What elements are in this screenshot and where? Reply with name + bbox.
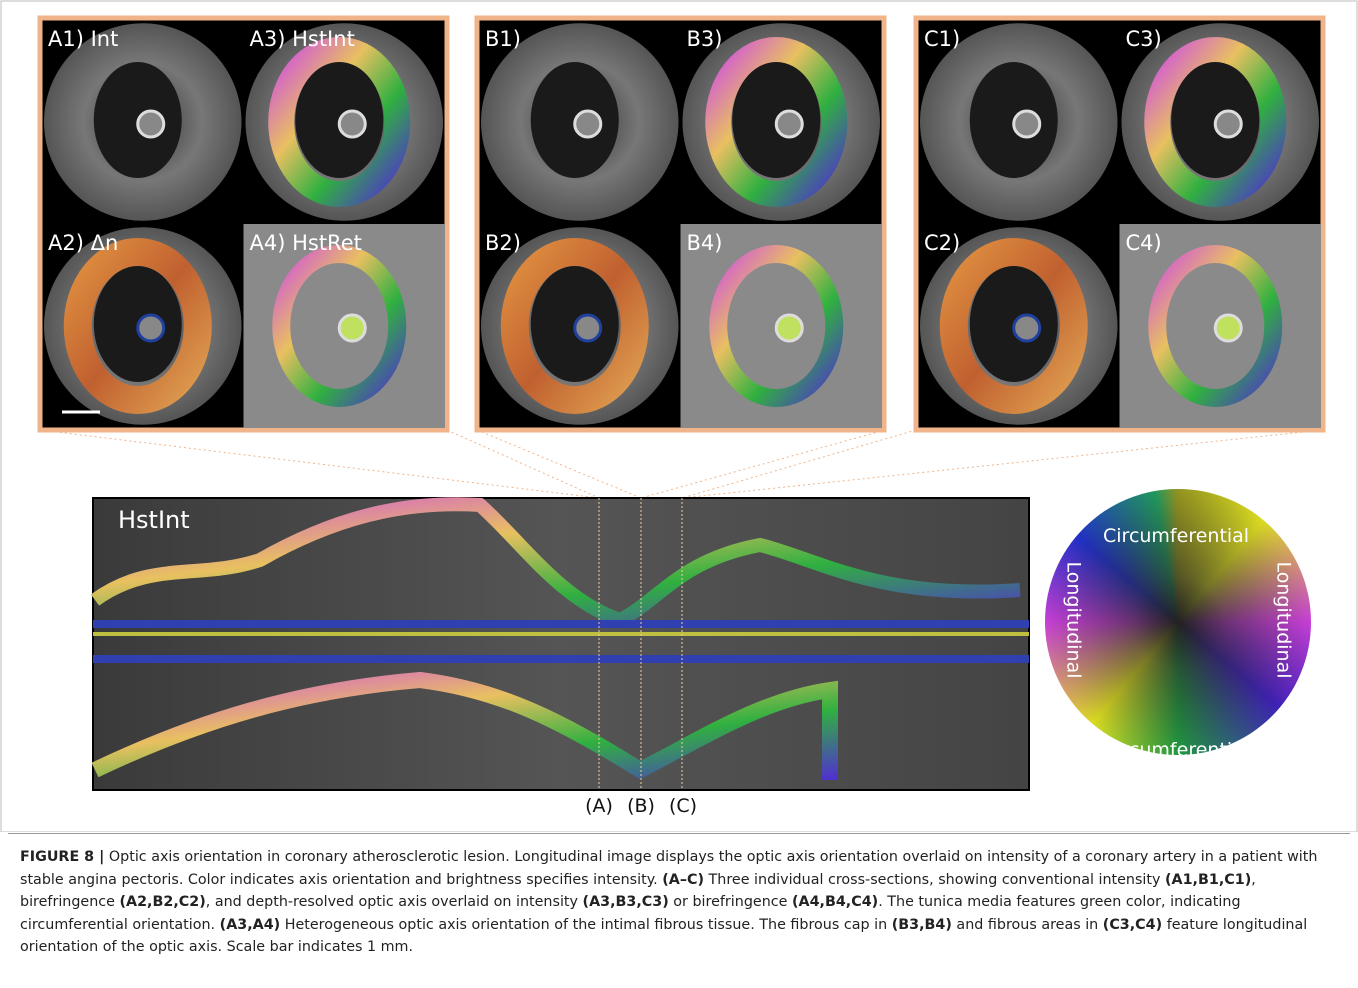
connector (447, 430, 599, 498)
longitudinal-label: HstInt (118, 506, 190, 534)
connector (682, 430, 916, 498)
caption-segment: (A3,B3,C3) (583, 894, 669, 910)
cross-section: C4) (1120, 224, 1322, 428)
connector (641, 430, 885, 498)
panel-label: A3) HstInt (250, 27, 355, 51)
catheter (575, 315, 601, 341)
catheter (1014, 315, 1040, 341)
wheel-label: Circumferential (1103, 739, 1249, 761)
cross-section: C1) (920, 23, 1118, 221)
separator (8, 833, 1350, 834)
cross-section: A1) Int (44, 23, 242, 221)
cross-section: A2) Δn (44, 227, 242, 425)
caption-segment: Heterogeneous optic axis orientation of … (280, 917, 892, 933)
marker-label: (A) (585, 795, 613, 817)
caption-segment: (A–C) (662, 872, 704, 888)
connector (40, 430, 599, 498)
panel-label: A4) HstRet (250, 231, 362, 255)
marker-label: (C) (669, 795, 697, 817)
cross-section: C2) (920, 227, 1118, 425)
caption-segment: , and depth-resolved optic axis overlaid… (206, 894, 583, 910)
catheter (1014, 111, 1040, 137)
caption: FIGURE 8 | Optic axis orientation in cor… (20, 846, 1340, 959)
marker-label: (B) (627, 795, 655, 817)
panel-label: B4) (687, 231, 723, 255)
cross-section: A4) HstRet (244, 224, 446, 428)
wheel-label: Longitudinal (1063, 561, 1085, 678)
panel-label: A1) Int (48, 27, 118, 51)
cross-section: B4) (681, 224, 883, 428)
catheter (575, 111, 601, 137)
caption-segment: (C3,C4) (1103, 917, 1162, 933)
caption-segment: (B3,B4) (892, 917, 952, 933)
wheel-label: Longitudinal (1273, 561, 1295, 678)
color-wheel: Circumferential Circumferential Longitud… (1045, 489, 1311, 755)
panel-label: B3) (687, 27, 723, 51)
caption-segment: (A3,A4) (220, 917, 281, 933)
catheter (776, 315, 802, 341)
caption-segment: FIGURE 8 | (20, 849, 104, 865)
page: A1) Int A3) HstInt A2) Δn A4) HstRet B1) B3) B… (0, 0, 1358, 988)
panel-label: B1) (485, 27, 521, 51)
caption-segment: (A1,B1,C1) (1165, 872, 1251, 888)
catheter (1215, 315, 1241, 341)
connector (477, 430, 641, 498)
catheter (776, 111, 802, 137)
caption-segment: and fibrous areas in (952, 917, 1103, 933)
catheter (339, 315, 365, 341)
caption-segment: Three individual cross-sections, showing… (704, 872, 1165, 888)
panel-label: B2) (485, 231, 521, 255)
cross-section: B3) (683, 23, 881, 221)
caption-segment: or birefringence (669, 894, 792, 910)
panel-label: C3) (1126, 27, 1162, 51)
cross-section: A3) HstInt (246, 23, 444, 221)
caption-segment: (A4,B4,C4) (792, 894, 878, 910)
cross-section: B2) (481, 227, 679, 425)
catheter (138, 111, 164, 137)
wheel-label: Circumferential (1103, 525, 1249, 547)
panel-label: A2) Δn (48, 231, 118, 255)
cross-section: B1) (481, 23, 679, 221)
longitudinal-image: HstInt (93, 498, 1029, 790)
catheter (339, 111, 365, 137)
panel-label: C2) (924, 231, 960, 255)
catheter (138, 315, 164, 341)
catheter (1215, 111, 1241, 137)
panel-label: C4) (1126, 231, 1162, 255)
connector (682, 430, 1322, 498)
panel-label: C1) (924, 27, 960, 51)
caption-segment: (A2,B2,C2) (120, 894, 206, 910)
cross-section: C3) (1122, 23, 1320, 221)
